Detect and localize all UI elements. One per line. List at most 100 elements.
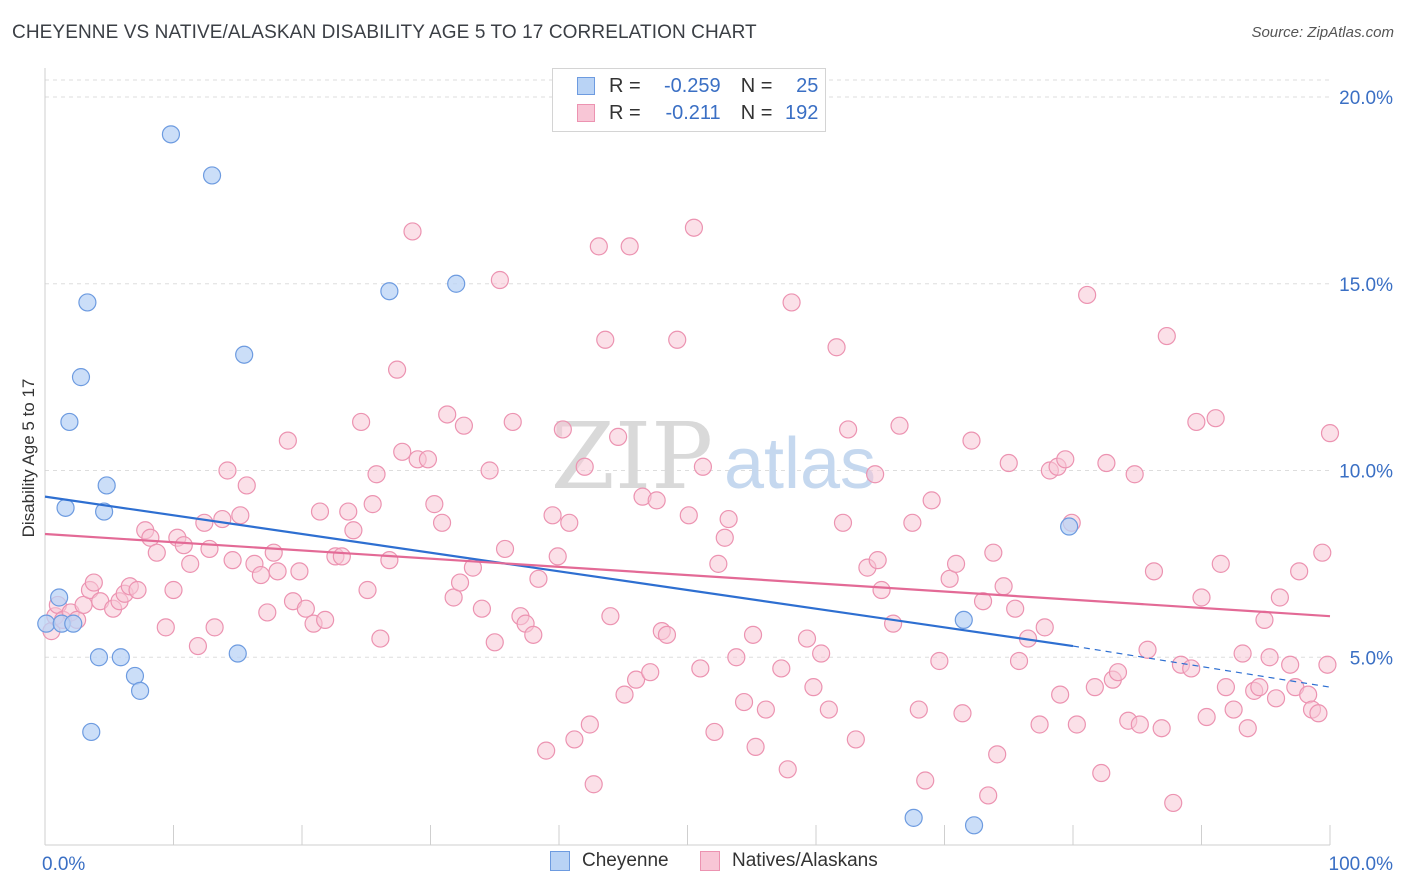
natives-point — [174, 536, 193, 555]
chart-title: CHEYENNE VS NATIVE/ALASKAN DISABILITY AG… — [12, 22, 757, 43]
natives-point — [231, 506, 250, 525]
natives-point — [1067, 715, 1086, 734]
cheyenne-point — [60, 412, 79, 432]
natives-point — [1157, 326, 1176, 346]
natives-point — [393, 442, 412, 461]
natives-point — [553, 420, 572, 439]
cheyenne-points — [37, 125, 1079, 835]
natives-point — [560, 513, 579, 532]
natives-point — [537, 741, 556, 760]
natives-point — [999, 453, 1018, 473]
natives-point — [743, 625, 763, 644]
natives-point — [580, 715, 599, 734]
cheyenne-point — [50, 588, 69, 607]
natives-point — [200, 539, 219, 559]
natives-point — [1125, 465, 1144, 484]
natives-point — [237, 476, 256, 495]
natives-point — [797, 629, 817, 648]
natives-point — [529, 569, 548, 588]
natives-point — [601, 607, 620, 626]
natives-point — [1250, 678, 1269, 697]
cheyenne-point — [89, 648, 109, 667]
bottom-legend-natives: Natives/Alaskans — [700, 850, 878, 872]
y-tick-label: 20.0% — [1339, 88, 1393, 109]
natives-point — [812, 644, 831, 663]
watermark: ZIP atlas — [551, 403, 876, 510]
cheyenne-trend-line — [44, 495, 1074, 648]
natives-point — [1138, 640, 1157, 659]
natives-point — [709, 554, 728, 573]
natives-point — [1078, 285, 1097, 305]
natives-point — [1206, 409, 1225, 428]
natives-point — [691, 659, 710, 678]
cheyenne-point — [202, 166, 222, 185]
natives-point — [819, 700, 838, 719]
cheyenne-point — [82, 722, 101, 742]
natives-point — [1224, 700, 1243, 719]
y-tick-label: 5.0% — [1350, 648, 1393, 669]
axes — [44, 68, 1331, 846]
natives-point — [916, 771, 935, 790]
natives-point — [524, 625, 543, 644]
natives-point — [380, 551, 399, 570]
cheyenne-point — [95, 502, 114, 521]
natives-point — [973, 592, 993, 611]
gridlines — [45, 79, 1330, 658]
natives-point — [438, 405, 457, 424]
cheyenne-point — [954, 610, 973, 630]
natives-point — [1313, 543, 1332, 562]
natives-point — [641, 663, 660, 682]
chart-source: Source: ZipAtlas.com — [1251, 24, 1394, 41]
natives-point — [746, 737, 765, 756]
natives-point — [1211, 554, 1230, 573]
natives-point — [1092, 763, 1111, 783]
legend-n-value: 192 — [785, 101, 819, 124]
natives-point — [778, 760, 797, 779]
correlation-legend: R = -0.259 N = 25 R = -0.211 N = 192 — [552, 68, 826, 132]
natives-point — [363, 495, 382, 514]
natives-point — [344, 521, 363, 540]
natives-point — [962, 431, 981, 450]
natives-point — [223, 551, 242, 570]
natives-swatch — [577, 104, 595, 122]
natives-point — [575, 457, 594, 476]
natives-trend-line — [44, 532, 1331, 618]
cheyenne-point — [1060, 517, 1079, 536]
natives-point — [684, 218, 704, 237]
natives-point — [503, 412, 522, 432]
natives-point — [403, 222, 422, 241]
cheyenne-point — [904, 808, 923, 827]
natives-point — [495, 539, 515, 559]
cheyenne-point — [235, 345, 254, 364]
natives-point — [316, 610, 335, 630]
natives-point — [994, 577, 1013, 596]
cheyenne-point — [111, 648, 130, 667]
natives-point — [1260, 648, 1279, 667]
legend-n-label: N = — [740, 101, 773, 124]
x-tick-labels: 0.0% 100.0% — [42, 854, 1393, 875]
natives-point — [930, 651, 949, 671]
legend-row-cheyenne: R = -0.259 N = 25 — [577, 73, 818, 99]
natives-point — [164, 580, 183, 600]
cheyenne-point — [447, 274, 466, 293]
bottom-legend-label: Natives/Alaskans — [732, 850, 878, 871]
legend-r-value: -0.211 — [665, 101, 721, 124]
natives-point — [883, 614, 903, 633]
natives-point — [1192, 588, 1211, 607]
natives-point — [727, 648, 746, 667]
bottom-legend-cheyenne: Cheyenne — [550, 850, 669, 872]
natives-point — [715, 528, 734, 547]
natives-point — [668, 330, 687, 349]
natives-point — [290, 562, 309, 581]
natives-point — [264, 543, 283, 562]
natives-point — [772, 659, 791, 678]
natives-point — [450, 573, 470, 592]
natives-point — [988, 745, 1007, 764]
natives-point — [903, 513, 922, 532]
natives-point — [352, 412, 371, 432]
legend-n-value: 25 — [796, 74, 819, 97]
natives-point — [1187, 412, 1206, 432]
natives-point — [1051, 685, 1070, 704]
legend-n-label: N = — [740, 74, 773, 97]
natives-point — [358, 580, 377, 600]
